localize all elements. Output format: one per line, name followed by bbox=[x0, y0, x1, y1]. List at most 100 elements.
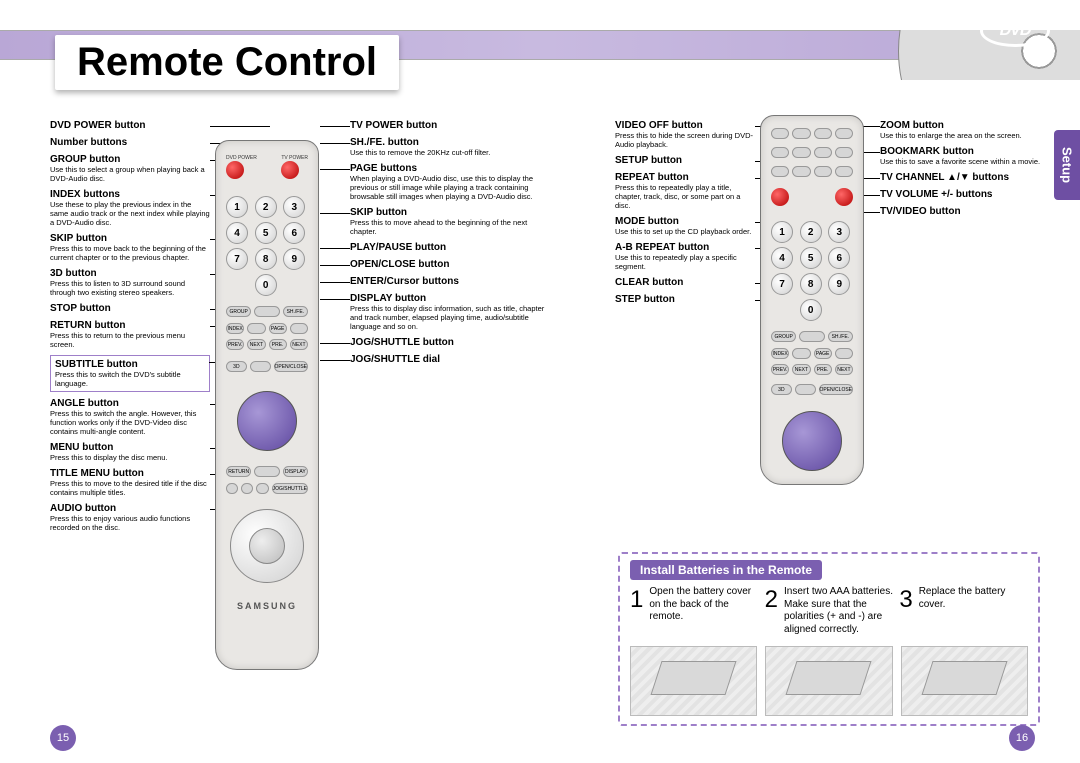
step-number: 1 bbox=[630, 586, 643, 636]
tv-power-icon bbox=[281, 161, 299, 179]
remote-pill-button bbox=[835, 348, 853, 359]
callout-entry: Number buttons bbox=[50, 137, 210, 148]
callout-header: REPEAT button bbox=[615, 172, 755, 183]
callouts-left-1: DVD POWER buttonNumber buttonsGROUP butt… bbox=[50, 120, 210, 708]
step-number: 3 bbox=[899, 586, 912, 636]
remote-pill-button bbox=[771, 166, 789, 177]
callout-header: SETUP button bbox=[615, 155, 755, 166]
callout-header: SUBTITLE button bbox=[55, 359, 205, 370]
callout-desc: Use this to set up the CD playback order… bbox=[615, 227, 755, 236]
remote-pill-button: PREV. bbox=[226, 339, 244, 350]
callout-entry: MODE buttonUse this to set up the CD pla… bbox=[615, 216, 755, 236]
callout-entry: TV CHANNEL ▲/▼ buttons bbox=[880, 172, 1050, 183]
tv-power-label: TV POWER bbox=[281, 155, 308, 161]
number-button: 7 bbox=[771, 273, 793, 295]
callout-header: CLEAR button bbox=[615, 277, 755, 288]
number-button: 1 bbox=[226, 196, 248, 218]
callout-desc: Press this to return to the previous men… bbox=[50, 331, 210, 349]
install-step: 2Insert two AAA batteries. Make sure tha… bbox=[765, 586, 894, 636]
remote-pill-button: 3D bbox=[226, 361, 247, 372]
callout-desc: Use this to select a group when playing … bbox=[50, 165, 210, 183]
play-dial bbox=[771, 406, 853, 476]
callout-entry: OPEN/CLOSE button bbox=[350, 259, 550, 270]
callout-header: MODE button bbox=[615, 216, 755, 227]
callout-header: PLAY/PAUSE button bbox=[350, 242, 550, 253]
remote-pill-button: DISPLAY bbox=[283, 466, 308, 477]
callout-entry: SKIP buttonPress this to move ahead to t… bbox=[350, 207, 550, 236]
callout-desc: When playing a DVD-Audio disc, use this … bbox=[350, 174, 550, 201]
callout-entry: TV POWER button bbox=[350, 120, 550, 131]
callout-entry: CLEAR button bbox=[615, 277, 755, 288]
callout-entry: MENU buttonPress this to display the dis… bbox=[50, 442, 210, 462]
callout-header: ZOOM button bbox=[880, 120, 1050, 131]
callout-header: GROUP button bbox=[50, 154, 210, 165]
number-button: 2 bbox=[255, 196, 277, 218]
dvd-logo-text: DVD bbox=[980, 15, 1050, 47]
callout-header: A-B REPEAT button bbox=[615, 242, 755, 253]
number-button: 6 bbox=[828, 247, 850, 269]
callout-desc: Press this to enjoy various audio functi… bbox=[50, 514, 210, 532]
remote-pill-button bbox=[799, 331, 824, 342]
remote-pill-button bbox=[254, 306, 279, 317]
battery-diagrams bbox=[630, 646, 1028, 716]
remote-pill-button: GROUP bbox=[226, 306, 251, 317]
install-batteries-box: Install Batteries in the Remote 1Open th… bbox=[618, 552, 1040, 726]
callout-header: SKIP button bbox=[50, 233, 210, 244]
callout-header: SH./FE. button bbox=[350, 137, 550, 148]
remote-pill-button bbox=[835, 147, 853, 158]
callout-header: TV POWER button bbox=[350, 120, 550, 131]
remote-pill-button: RETURN bbox=[226, 466, 251, 477]
callout-desc: Press this to listen to 3D surround soun… bbox=[50, 279, 210, 297]
callout-header: SKIP button bbox=[350, 207, 550, 218]
callouts-left-2: TV POWER button SH./FE. buttonUse this to… bbox=[350, 120, 550, 708]
remote-pill-button bbox=[250, 361, 271, 372]
number-pad-2: 1234567890 bbox=[771, 221, 853, 321]
number-button: 1 bbox=[771, 221, 793, 243]
remote-pill-button: PRE. bbox=[269, 339, 287, 350]
callout-header: INDEX buttons bbox=[50, 189, 210, 200]
remote-illustration-left: DVD POWER TV POWER 1234567890 GROUPSH./F… bbox=[215, 140, 319, 670]
remote-pill-button bbox=[226, 483, 238, 494]
callout-entry: INDEX buttonsUse these to play the previ… bbox=[50, 189, 210, 227]
callout-entry: STEP button bbox=[615, 294, 755, 305]
number-button: 7 bbox=[226, 248, 248, 270]
remote-pill-button: SH./FE. bbox=[283, 306, 308, 317]
callout-entry: RETURN buttonPress this to return to the… bbox=[50, 320, 210, 349]
page-number-left: 15 bbox=[50, 725, 76, 751]
callout-desc: Press this to repeatedly play a title, c… bbox=[615, 183, 755, 210]
remote-pill-button bbox=[792, 166, 810, 177]
callout-header: TV CHANNEL ▲/▼ buttons bbox=[880, 172, 1050, 183]
number-button: 9 bbox=[828, 273, 850, 295]
callout-desc: Use this to save a favorite scene within… bbox=[880, 157, 1050, 166]
remote-pill-button: OPEN/CLOSE bbox=[819, 384, 854, 395]
jog-shuttle-dial bbox=[226, 509, 308, 583]
callout-header: TITLE MENU button bbox=[50, 468, 210, 479]
power-icon bbox=[771, 188, 789, 206]
callout-entry: ENTER/Cursor buttons bbox=[350, 276, 550, 287]
callout-desc: Press this to display disc information, … bbox=[350, 304, 550, 331]
callout-header: Number buttons bbox=[50, 137, 210, 148]
remote-pill-button: PREV. bbox=[771, 364, 789, 375]
remote-pill-button bbox=[792, 348, 810, 359]
number-button: 0 bbox=[800, 299, 822, 321]
step-text: Open the battery cover on the back of th… bbox=[649, 586, 758, 636]
callout-header: RETURN button bbox=[50, 320, 210, 331]
callout-entry: REPEAT buttonPress this to repeatedly pl… bbox=[615, 172, 755, 210]
callout-entry: BOOKMARK buttonUse this to save a favori… bbox=[880, 146, 1050, 166]
install-step: 1Open the battery cover on the back of t… bbox=[630, 586, 759, 636]
callout-desc: Use this to remove the 20KHz cut-off fil… bbox=[350, 148, 550, 157]
callout-entry: TITLE MENU buttonPress this to move to t… bbox=[50, 468, 210, 497]
callout-header: MENU button bbox=[50, 442, 210, 453]
remote-pill-button: PAGE bbox=[269, 323, 287, 334]
remote-pill-button: NEXT bbox=[792, 364, 810, 375]
step-text: Replace the battery cover. bbox=[919, 586, 1028, 636]
remote-pill-button bbox=[256, 483, 268, 494]
install-step: 3Replace the battery cover. bbox=[899, 586, 1028, 636]
callout-entry: TV/VIDEO button bbox=[880, 206, 1050, 217]
setup-tab: Setup bbox=[1054, 130, 1080, 200]
number-button: 5 bbox=[800, 247, 822, 269]
callout-entry: 3D buttonPress this to listen to 3D surr… bbox=[50, 268, 210, 297]
remote-pill-button bbox=[290, 323, 308, 334]
remote-pill-button: INDEX bbox=[771, 348, 789, 359]
callout-header: JOG/SHUTTLE dial bbox=[350, 354, 550, 365]
